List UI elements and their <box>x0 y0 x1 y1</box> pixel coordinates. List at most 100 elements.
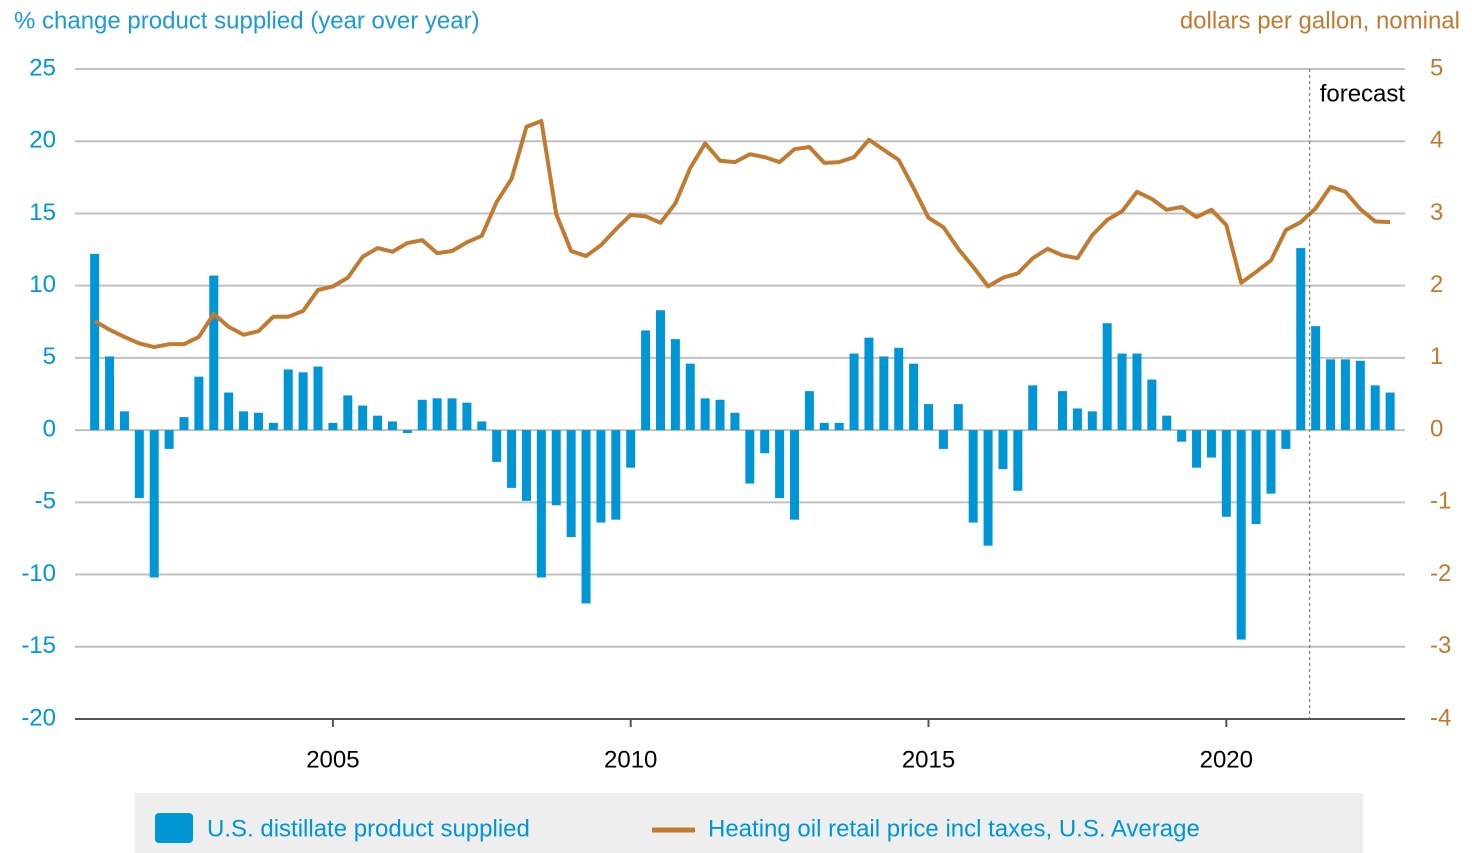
bar <box>596 430 606 523</box>
bar <box>938 430 948 449</box>
bar <box>864 337 874 431</box>
bar <box>402 430 412 433</box>
bar <box>1281 430 1291 449</box>
bar <box>179 417 189 431</box>
bar <box>328 422 338 431</box>
bar <box>894 347 904 431</box>
legend-label: Heating oil retail price incl taxes, U.S… <box>708 815 1200 842</box>
bar <box>268 422 278 431</box>
bar <box>760 430 770 454</box>
y2-axis-label: dollars per gallon, nominal <box>1180 7 1460 34</box>
bar <box>1132 353 1142 431</box>
x-tick-label: 2005 <box>306 746 359 773</box>
y-tick-label: -10 <box>21 560 56 587</box>
y-tick-label: -20 <box>21 704 56 731</box>
bar <box>1087 411 1097 431</box>
y-tick-label: -15 <box>21 632 56 659</box>
bar <box>730 412 740 431</box>
bar <box>745 430 755 484</box>
bar <box>1072 408 1082 431</box>
y2-tick-label: -1 <box>1430 488 1451 515</box>
y-tick-label: -5 <box>35 488 56 515</box>
bar <box>134 430 144 498</box>
bar <box>953 404 963 431</box>
bar <box>1266 430 1276 494</box>
bar <box>1385 392 1395 431</box>
bar <box>239 411 249 431</box>
bar <box>655 310 665 431</box>
y-tick-label: 20 <box>29 127 56 154</box>
bar <box>1340 359 1350 431</box>
bar <box>1058 391 1068 431</box>
bar <box>462 402 472 431</box>
bar <box>507 430 517 488</box>
bar <box>105 356 115 431</box>
legend-box <box>135 793 1363 853</box>
bar <box>1236 430 1246 640</box>
bar <box>209 275 219 431</box>
y-tick-label: 15 <box>29 199 56 226</box>
bar <box>194 376 204 431</box>
legend-swatch <box>155 813 193 843</box>
bar <box>313 366 323 431</box>
bar <box>1326 359 1336 431</box>
bar <box>804 391 814 431</box>
y-tick-label: 5 <box>43 343 56 370</box>
bar <box>1177 430 1187 442</box>
bar <box>909 363 919 431</box>
bar <box>1206 430 1216 458</box>
bar <box>789 430 799 520</box>
bar <box>477 421 487 431</box>
x-tick-label: 2015 <box>902 746 955 773</box>
bar <box>1117 353 1127 431</box>
bar <box>283 369 293 431</box>
x-tick-label: 2010 <box>604 746 657 773</box>
x-tick-label: 2020 <box>1200 746 1253 773</box>
y2-tick-label: -2 <box>1430 560 1451 587</box>
bar <box>1221 430 1231 517</box>
bar <box>432 398 442 431</box>
bar <box>983 430 993 546</box>
bar <box>626 430 636 468</box>
bar <box>373 415 383 431</box>
legend-label: U.S. distillate product supplied <box>207 815 530 842</box>
y2-tick-label: -4 <box>1430 704 1451 731</box>
bar <box>566 430 576 537</box>
bar <box>1370 385 1380 431</box>
bar <box>521 430 531 501</box>
bar <box>834 422 844 431</box>
bar <box>879 356 889 431</box>
bar <box>253 412 263 431</box>
y2-tick-label: 2 <box>1430 271 1443 298</box>
bar <box>1192 430 1202 468</box>
bar <box>968 430 978 523</box>
y-tick-label: 0 <box>43 415 56 442</box>
bar <box>998 430 1008 470</box>
bar <box>1102 323 1112 431</box>
y-tick-label: 10 <box>29 271 56 298</box>
bar <box>1296 248 1306 431</box>
bar <box>1013 430 1023 491</box>
bar <box>924 404 934 431</box>
bar <box>358 405 368 431</box>
y2-tick-label: -3 <box>1430 632 1451 659</box>
bar <box>417 399 427 431</box>
bar <box>819 422 829 431</box>
bar <box>581 430 591 604</box>
bar <box>447 398 457 431</box>
y2-tick-label: 4 <box>1430 127 1443 154</box>
y-tick-label: 25 <box>29 54 56 81</box>
bar <box>775 430 785 498</box>
bar <box>224 392 234 431</box>
bar <box>715 399 725 431</box>
bar <box>1311 326 1321 431</box>
bar <box>343 395 353 431</box>
bar <box>685 363 695 431</box>
bar <box>611 430 621 520</box>
bar <box>849 353 859 431</box>
bar <box>1162 415 1172 431</box>
bar <box>1028 385 1038 431</box>
bar <box>536 430 546 578</box>
bar <box>551 430 561 506</box>
